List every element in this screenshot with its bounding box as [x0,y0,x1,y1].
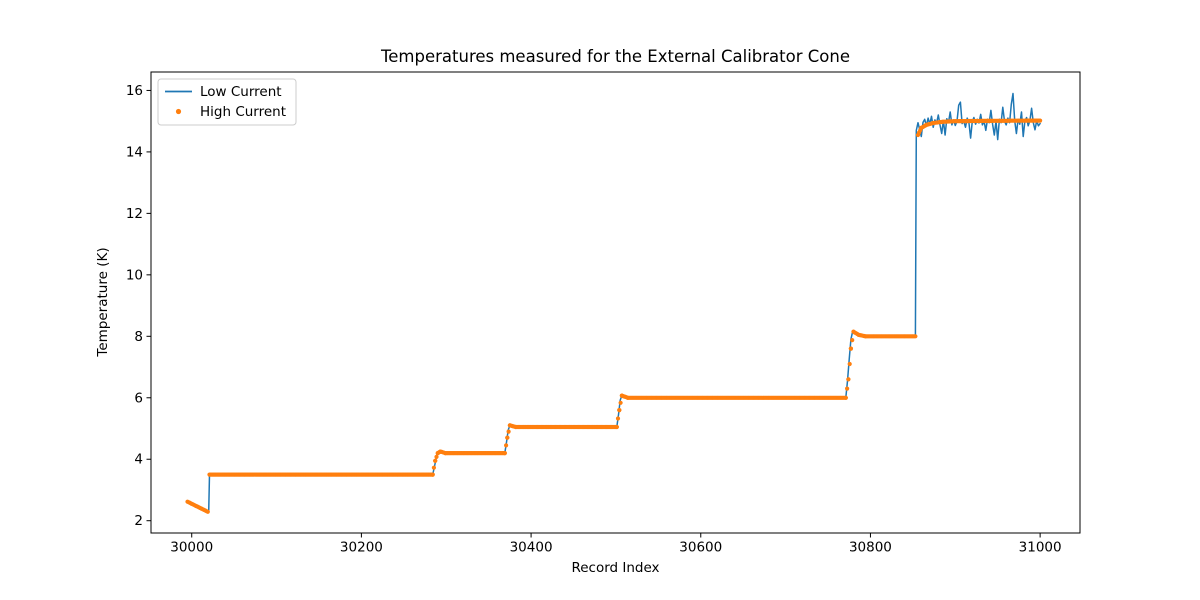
y-axis-ticks: 2 4 6 8 10 12 14 16 [126,83,151,529]
y-tick-label: 4 [134,452,143,468]
series-low-current [186,92,1041,513]
y-tick-label: 14 [126,144,143,160]
y-axis-label: Temperature (K) [95,247,111,357]
high-current-dot [913,334,918,339]
plot-frame [150,71,1081,534]
high-current-dot [615,416,621,421]
high-current-dot [848,346,854,351]
high-current-dot [430,472,435,477]
x-axis-ticks: 30000 30200 30400 30600 30800 31000 [170,533,1062,556]
x-tick-label: 30200 [340,540,383,556]
high-current-dot [434,454,439,459]
high-current-dot [205,509,210,514]
x-tick-label: 31000 [1019,540,1062,556]
high-current-dot [506,429,511,434]
x-tick-label: 30000 [170,540,213,556]
x-tick-label: 30800 [849,540,892,556]
legend: Low Current High Current [157,78,297,126]
legend-label-high-current: High Current [200,104,286,120]
x-tick-label: 30600 [679,540,722,556]
high-current-dot [845,386,850,391]
high-current-dot [847,361,852,367]
high-current-dot [614,424,619,430]
y-tick-label: 2 [134,513,143,529]
y-tick-label: 16 [126,83,143,99]
x-tick-label: 30400 [510,540,553,556]
y-tick-label: 6 [134,390,143,406]
y-tick-label: 12 [126,206,143,222]
chart-title: Temperatures measured for the External C… [380,47,850,66]
y-tick-label: 10 [126,267,143,283]
legend-label-low-current: Low Current [200,84,282,100]
y-tick-label: 8 [134,329,143,345]
high-current-dot [617,408,622,413]
legend-box [157,78,297,126]
high-current-dot [504,443,509,448]
low-current-line [186,92,1041,513]
high-current-dot [505,435,510,440]
legend-dot-swatch [175,108,182,115]
high-current-dot [431,465,436,470]
high-current-dot [433,458,438,463]
series-high-current [185,118,1043,514]
high-current-dot [843,395,848,400]
high-current-dot [846,377,851,382]
x-axis-label: Record Index [571,560,659,576]
high-current-dot [1038,118,1043,123]
high-current-dot [502,451,507,456]
high-current-dot [850,338,855,343]
high-current-dot [618,400,623,405]
